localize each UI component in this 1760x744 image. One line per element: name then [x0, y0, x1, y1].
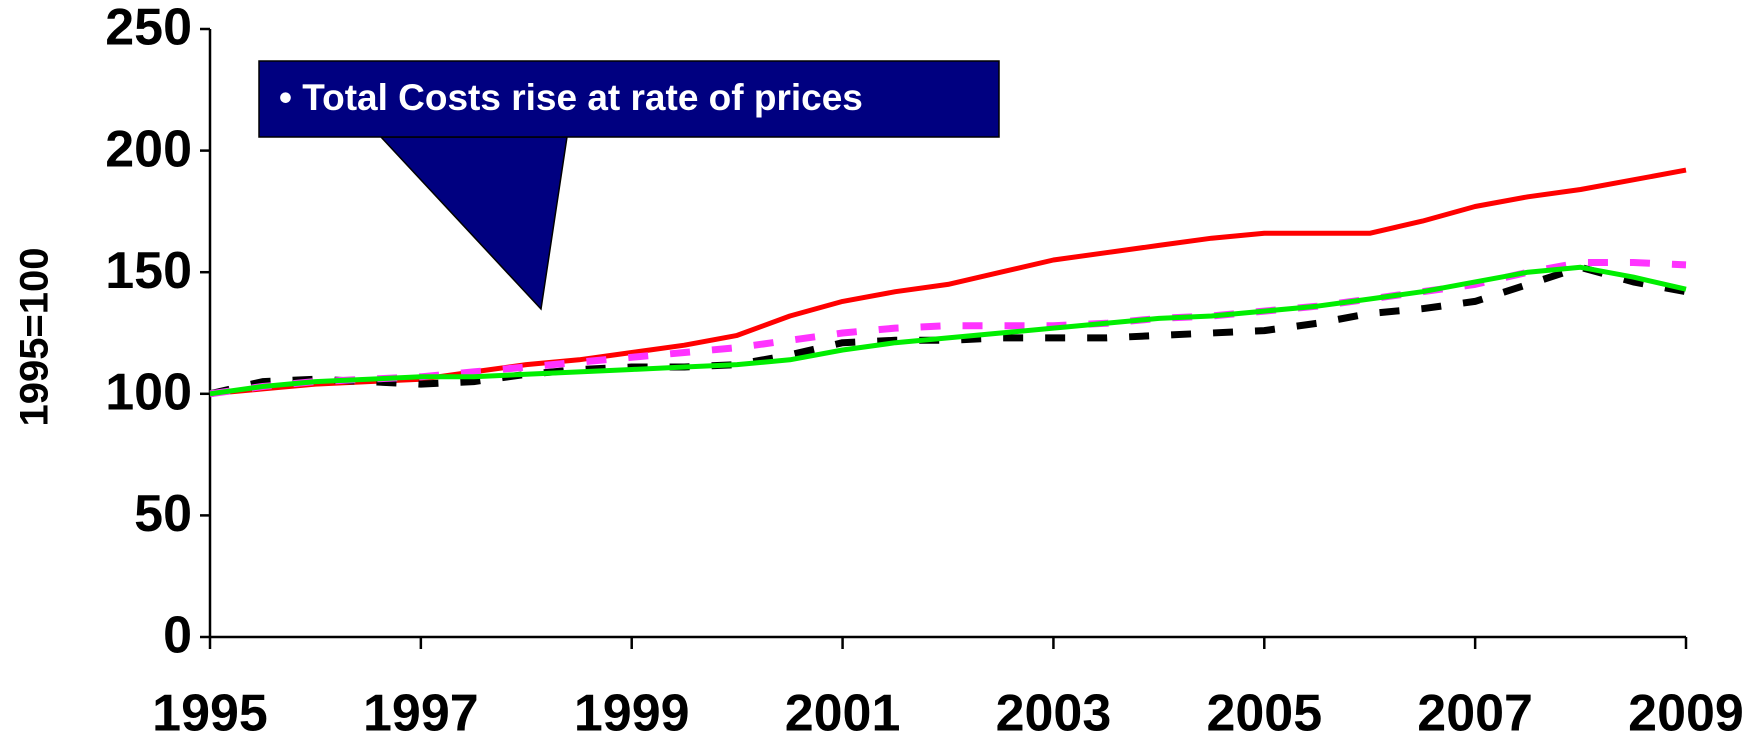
- x-tick-label: 1997: [363, 685, 479, 743]
- y-tick-label: 150: [105, 242, 192, 300]
- x-tick-label: 2007: [1417, 685, 1533, 743]
- x-tick-label: 1999: [574, 685, 690, 743]
- y-tick-label: 200: [105, 120, 192, 178]
- series-line: [209, 264, 1687, 397]
- x-tick-label: 2003: [996, 685, 1112, 743]
- callout-pointer: [379, 136, 568, 311]
- annotation: • Total Costs rise at rate of prices: [279, 77, 863, 118]
- plot-area: 0 50 100 150 200 250 1995 1997 1999 2001 2003 2005 2…: [105, 0, 1744, 743]
- y-tick-label: 50: [134, 485, 192, 543]
- x-tick-label: 2005: [1206, 685, 1322, 743]
- y-tick-label: 250: [105, 0, 192, 57]
- x-tick-label: 2009: [1628, 685, 1744, 743]
- y-tick-label: 100: [105, 364, 192, 422]
- series-line: [209, 263, 1687, 398]
- y-axis-label: 1995=100: [13, 247, 57, 426]
- y-tick-label: 0: [163, 607, 192, 665]
- x-tick-label: 2001: [785, 685, 901, 743]
- callout-box: [258, 60, 1000, 138]
- x-tick-label: 1995: [152, 685, 268, 743]
